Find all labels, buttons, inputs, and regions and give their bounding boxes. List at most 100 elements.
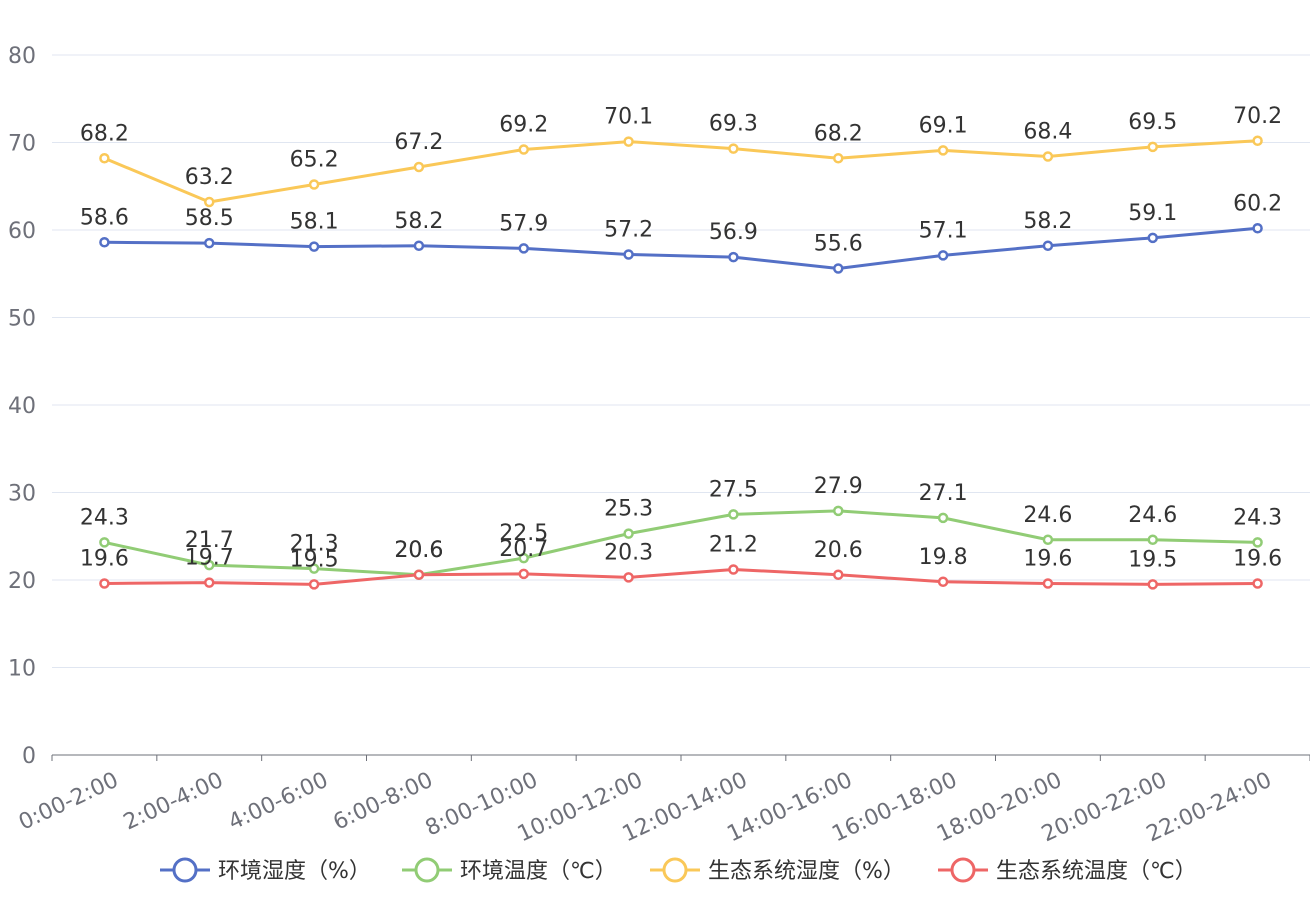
data-point[interactable] xyxy=(99,537,110,548)
data-label: 60.2 xyxy=(1233,191,1282,216)
data-point[interactable] xyxy=(99,578,110,589)
data-point[interactable] xyxy=(1147,534,1158,545)
data-point[interactable] xyxy=(833,153,844,164)
y-tick-label: 70 xyxy=(8,132,36,157)
data-point[interactable] xyxy=(728,143,739,154)
legend-label: 生态系统温度（℃） xyxy=(996,859,1197,884)
data-label: 19.6 xyxy=(1023,547,1072,572)
data-point[interactable] xyxy=(1252,537,1263,548)
data-label: 68.2 xyxy=(80,121,129,146)
data-point[interactable] xyxy=(99,237,110,248)
data-point[interactable] xyxy=(1042,534,1054,545)
data-point[interactable] xyxy=(1147,579,1158,590)
data-point[interactable] xyxy=(623,249,634,260)
legend-marker xyxy=(172,857,198,883)
data-point[interactable] xyxy=(204,577,215,588)
series-line xyxy=(104,226,1258,270)
data-label: 19.8 xyxy=(919,545,968,570)
data-label: 58.1 xyxy=(290,210,339,235)
data-point[interactable] xyxy=(413,569,425,580)
legend-item[interactable]: 生态系统温度（℃） xyxy=(938,857,1197,884)
data-label: 24.6 xyxy=(1128,503,1177,528)
data-label: 69.2 xyxy=(499,113,548,138)
data-point[interactable] xyxy=(308,563,320,574)
data-point[interactable] xyxy=(1042,151,1054,162)
legend[interactable]: 环境湿度（%） 环境温度（℃） 生态系统湿度（%） 生态系统温度（℃） xyxy=(160,857,1197,884)
data-point[interactable] xyxy=(204,196,215,208)
data-point[interactable] xyxy=(518,552,529,564)
x-tick-label: 2:00-4:00 xyxy=(120,768,227,836)
data-label: 70.2 xyxy=(1233,104,1282,129)
data-point[interactable] xyxy=(413,161,425,173)
y-tick-label: 0 xyxy=(22,744,36,769)
data-point[interactable] xyxy=(308,579,320,590)
data-label: 67.2 xyxy=(394,130,443,155)
data-label: 56.9 xyxy=(709,220,758,245)
data-label: 22.5 xyxy=(499,521,548,546)
data-point[interactable] xyxy=(308,241,320,252)
data-label: 27.5 xyxy=(709,477,758,502)
legend-marker xyxy=(414,857,440,883)
y-tick-label: 20 xyxy=(8,569,36,594)
data-point[interactable] xyxy=(623,572,634,583)
x-axis: 0:00-2:002:00-4:004:00-6:006:00-8:008:00… xyxy=(15,754,1310,847)
data-label: 19.5 xyxy=(1128,547,1177,572)
data-label: 19.5 xyxy=(290,547,339,572)
data-label: 19.6 xyxy=(1233,547,1282,572)
data-point[interactable] xyxy=(937,145,949,156)
y-tick-label: 50 xyxy=(8,307,36,332)
data-point[interactable] xyxy=(728,251,739,263)
data-point[interactable] xyxy=(1252,578,1263,589)
y-tick-label: 60 xyxy=(8,219,36,244)
data-label: 21.3 xyxy=(290,532,339,557)
data-point[interactable] xyxy=(518,568,529,580)
data-point[interactable] xyxy=(623,136,634,147)
data-point[interactable] xyxy=(937,250,949,261)
data-point[interactable] xyxy=(308,179,320,190)
data-label: 19.7 xyxy=(185,546,234,571)
data-point[interactable] xyxy=(518,144,529,155)
data-point[interactable] xyxy=(204,559,215,571)
data-point[interactable] xyxy=(204,237,215,249)
data-label: 20.3 xyxy=(604,540,653,565)
data-label: 25.3 xyxy=(604,497,653,522)
grid-lines xyxy=(52,54,1310,668)
data-label: 21.2 xyxy=(709,533,758,558)
y-tick-label: 30 xyxy=(8,482,36,507)
data-label: 58.2 xyxy=(394,209,443,234)
legend-item[interactable]: 环境湿度（%） xyxy=(160,857,371,884)
legend-marker xyxy=(662,857,688,883)
data-point[interactable] xyxy=(623,528,634,539)
legend-item[interactable]: 生态系统湿度（%） xyxy=(650,857,905,884)
y-axis: 0 10 20 30 40 50 60 70 80 xyxy=(8,44,36,769)
data-label: 69.3 xyxy=(709,112,758,137)
data-point[interactable] xyxy=(413,240,425,251)
data-point[interactable] xyxy=(1042,240,1054,251)
data-point[interactable] xyxy=(1252,223,1263,234)
data-label: 57.1 xyxy=(919,218,968,243)
data-point[interactable] xyxy=(833,569,844,580)
data-point[interactable] xyxy=(833,505,844,517)
data-label: 20.6 xyxy=(814,538,863,563)
x-tick-label: 4:00-6:00 xyxy=(225,768,332,836)
data-label: 21.7 xyxy=(185,528,234,553)
data-label: 69.1 xyxy=(919,113,968,138)
legend-item[interactable]: 环境温度（℃） xyxy=(402,857,617,884)
data-label: 20.6 xyxy=(394,538,443,563)
data-label: 19.6 xyxy=(80,547,129,572)
data-point[interactable] xyxy=(1147,141,1158,153)
data-point[interactable] xyxy=(1252,135,1263,146)
data-point[interactable] xyxy=(937,576,949,587)
data-point[interactable] xyxy=(99,153,110,164)
data-point[interactable] xyxy=(833,263,844,274)
data-label: 58.6 xyxy=(80,205,129,230)
data-point[interactable] xyxy=(728,564,739,575)
data-point[interactable] xyxy=(937,512,949,524)
data-point[interactable] xyxy=(728,509,739,520)
data-label: 27.1 xyxy=(919,481,968,506)
data-point[interactable] xyxy=(1042,578,1054,589)
series-group xyxy=(99,135,1263,590)
data-point[interactable] xyxy=(518,243,529,254)
data-point[interactable] xyxy=(1147,232,1158,244)
